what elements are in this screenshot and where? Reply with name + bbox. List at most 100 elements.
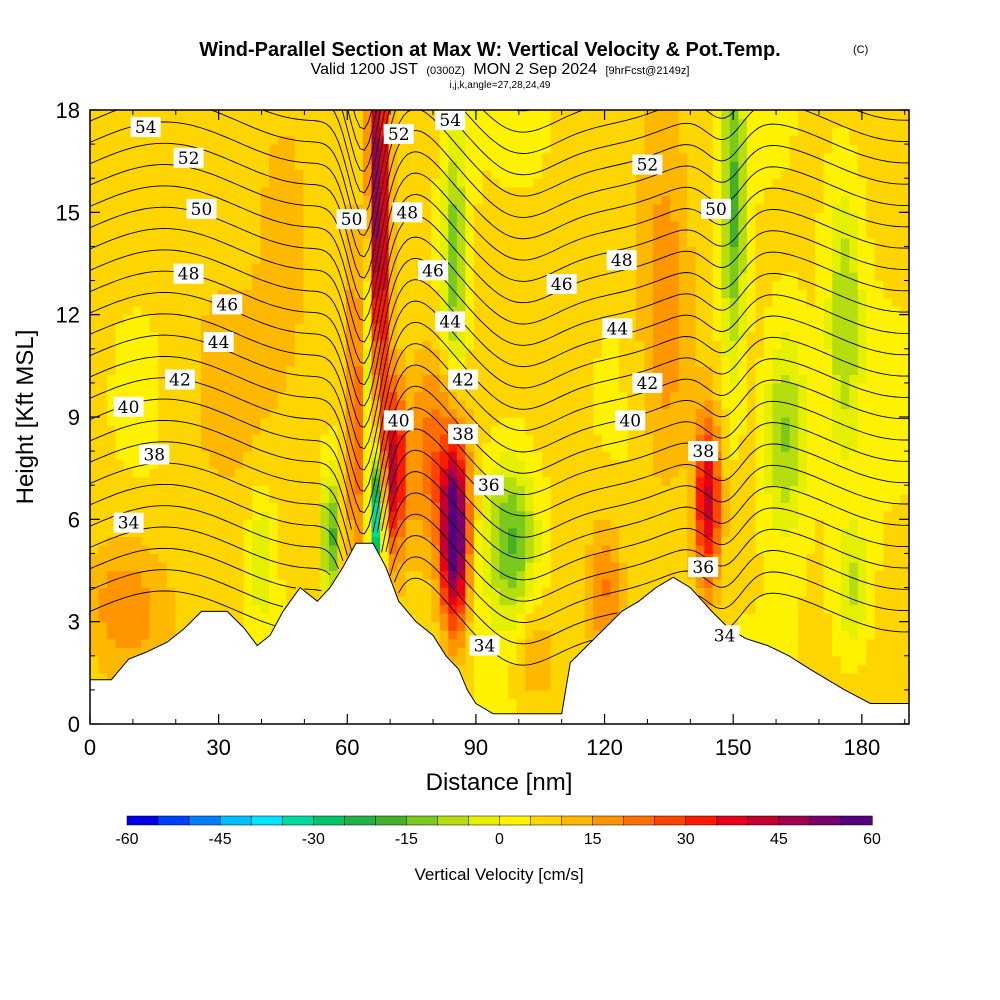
w-cell (823, 544, 833, 555)
w-cell (260, 408, 270, 418)
w-cell (542, 493, 552, 503)
w-cell (550, 434, 560, 444)
w-cell (849, 672, 859, 682)
w-cell (277, 519, 287, 529)
w-cell (311, 527, 321, 537)
w-cell (576, 306, 586, 316)
w-cell (499, 664, 509, 674)
w-cell (422, 527, 432, 537)
w-cell (490, 706, 501, 717)
w-cell (644, 451, 654, 461)
w-cell (439, 553, 449, 563)
w-cell (559, 323, 569, 333)
w-cell (286, 579, 296, 589)
w-cell (781, 434, 791, 444)
w-cell (781, 331, 791, 341)
w-cell (644, 331, 654, 341)
w-cell (175, 425, 185, 435)
w-cell (243, 621, 253, 631)
w-cell (746, 314, 757, 324)
w-cell (149, 323, 159, 333)
w-cell (431, 587, 441, 597)
w-cell (431, 348, 441, 358)
w-cell (252, 621, 262, 631)
w-cell (354, 323, 364, 333)
w-cell (755, 434, 765, 444)
w-cell (294, 459, 304, 469)
w-cell (243, 399, 253, 410)
w-cell (277, 536, 287, 546)
w-cell (414, 417, 424, 427)
w-cell (815, 630, 825, 640)
w-cell (542, 519, 552, 529)
w-cell (311, 280, 321, 290)
w-cell (277, 510, 287, 520)
w-cell (559, 544, 569, 555)
w-cell (533, 374, 543, 384)
w-cell (559, 399, 569, 410)
w-cell (533, 323, 543, 333)
w-cell (542, 399, 552, 410)
w-cell (798, 553, 808, 563)
w-cell (439, 604, 449, 614)
w-cell (141, 434, 151, 444)
w-cell (371, 434, 381, 444)
w-cell (840, 672, 850, 682)
w-cell (328, 536, 339, 546)
w-cell (533, 502, 543, 512)
w-cell (584, 434, 594, 444)
w-cell (874, 647, 884, 657)
w-cell (516, 672, 526, 682)
w-cell (371, 280, 381, 290)
w-cell (439, 587, 449, 597)
w-cell (653, 536, 663, 546)
w-cell (823, 579, 833, 589)
w-cell (303, 340, 313, 350)
w-cell (473, 306, 484, 316)
w-cell (550, 664, 560, 674)
w-cell (354, 536, 364, 546)
w-cell (456, 297, 466, 307)
w-cell (832, 365, 842, 375)
w-cell (166, 331, 176, 341)
w-cell (593, 340, 603, 350)
w-cell (729, 502, 739, 512)
w-cell (166, 348, 176, 358)
w-cell (490, 459, 501, 469)
w-cell (593, 306, 603, 316)
w-cell (286, 289, 296, 299)
w-cell (721, 289, 731, 299)
w-cell (192, 527, 202, 537)
w-cell (798, 382, 808, 393)
w-cell (98, 561, 108, 572)
w-cell (166, 544, 176, 555)
w-cell (789, 323, 799, 333)
w-cell (132, 374, 142, 384)
w-cell (891, 596, 902, 606)
w-cell (567, 604, 577, 614)
w-cell (456, 442, 466, 452)
w-cell (422, 570, 432, 580)
w-cell (567, 399, 577, 410)
w-cell (226, 493, 236, 503)
w-cell (456, 451, 466, 461)
w-cell (516, 280, 526, 290)
w-cell (772, 425, 782, 435)
w-cell (738, 391, 748, 401)
w-cell (311, 425, 321, 435)
w-cell (328, 348, 339, 358)
w-cell (772, 630, 782, 640)
w-cell (772, 493, 782, 503)
w-cell (422, 425, 432, 435)
w-cell (533, 613, 543, 623)
w-cell (746, 323, 757, 333)
w-cell (499, 561, 509, 572)
w-cell (729, 459, 739, 469)
w-cell (601, 399, 612, 410)
w-cell (405, 374, 415, 384)
w-cell (593, 604, 603, 614)
w-cell (158, 502, 168, 512)
w-cell (98, 425, 108, 435)
w-cell (286, 459, 296, 469)
w-cell (823, 519, 833, 529)
